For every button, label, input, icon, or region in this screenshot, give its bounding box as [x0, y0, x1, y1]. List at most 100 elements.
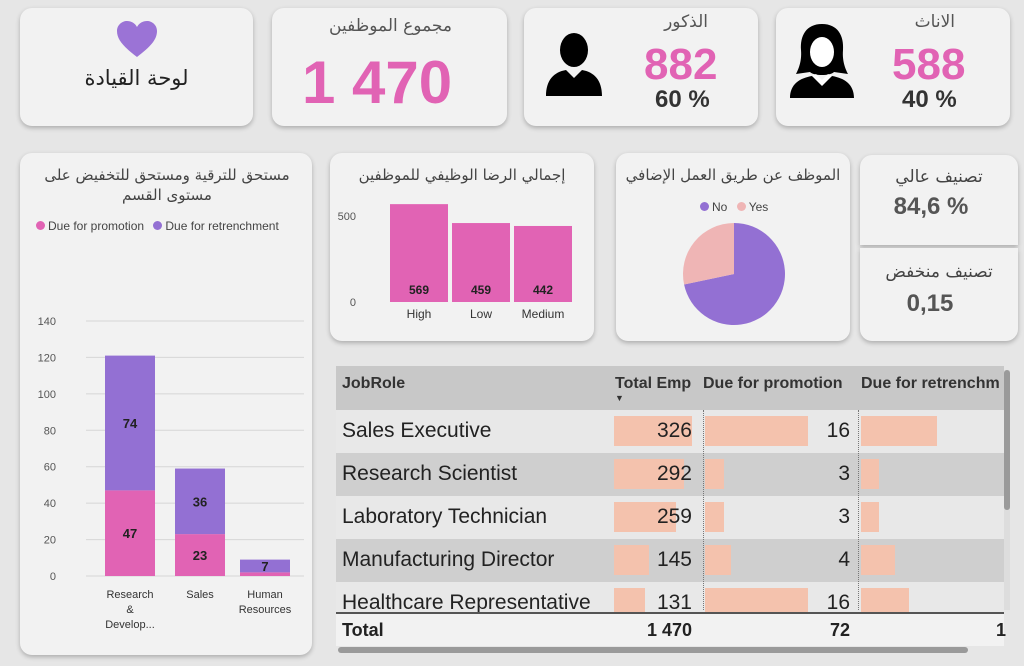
high-rating-value: 84,6 %	[893, 193, 969, 220]
promotion-cell: 4	[838, 548, 850, 571]
column-header-jobrole[interactable]: JobRole	[342, 375, 406, 392]
y-tick-label: 500	[338, 211, 356, 223]
total-employees-value: 1 470	[302, 49, 453, 116]
y-tick-label: 40	[44, 498, 56, 510]
department-chart-title: مستحق للترقية ومستحق للتخفيض على مستوى ا…	[44, 166, 290, 204]
bar-segment-promotion[interactable]	[105, 490, 155, 576]
jobrole-cell: Research Scientist	[342, 462, 518, 485]
overtime-pie-chart[interactable]	[616, 213, 850, 337]
dashboard-title: لوحة القيادة	[84, 66, 189, 90]
low-rating-label: تصنيف منخفض	[885, 262, 993, 282]
no-legend-label: No	[712, 199, 728, 214]
satisfaction-bar[interactable]	[452, 223, 510, 302]
total-emp-cell: 259	[656, 505, 692, 528]
promotion-databar	[705, 545, 731, 575]
female-percent: 40 %	[902, 86, 957, 113]
bar-data-label: 459	[471, 283, 491, 297]
y-tick-label: 80	[44, 425, 56, 437]
satisfaction-bar-chart[interactable]: 0 500 569 High 459 Low 442 Medium	[330, 193, 594, 333]
yes-legend-dot	[736, 202, 746, 212]
y-tick-label: 0	[50, 571, 56, 583]
table-row[interactable]: Manufacturing Director 145 4	[336, 539, 1004, 582]
column-divider	[858, 410, 859, 610]
low-rating-value: 0,15	[906, 290, 954, 317]
bar-data-label: 47	[123, 526, 137, 541]
no-legend-dot	[700, 202, 709, 212]
jobrole-cell: Manufacturing Director	[342, 548, 555, 571]
total-emp-cell: 292	[656, 462, 692, 485]
satisfaction-bar[interactable]	[514, 225, 572, 302]
heart-icon	[117, 21, 157, 57]
table-row[interactable]: Research Scientist 292 3	[336, 453, 1004, 496]
jobrole-cell: Laboratory Technician	[342, 505, 548, 528]
x-category-label: Sales	[186, 589, 214, 601]
satisfaction-bar[interactable]	[390, 204, 448, 302]
y-tick-label: 120	[38, 352, 56, 364]
y-tick-label: 100	[38, 389, 56, 401]
retrenchment-databar	[861, 416, 937, 446]
total-emp-cell: 145	[656, 548, 692, 571]
sort-desc-icon[interactable]: ▼	[615, 393, 624, 403]
total-employees-label: مجموع الموظفين	[329, 16, 452, 36]
total-promotion-sum: 72	[829, 620, 850, 640]
bar-segment-retrenchment[interactable]	[240, 559, 290, 573]
jobrole-cell: Healthcare Representative	[342, 591, 591, 614]
column-header-due-promotion[interactable]: Due for promotion	[703, 375, 843, 392]
column-header-due-retrenchment[interactable]: Due for retrenchm	[861, 375, 1000, 392]
pie-slice-no[interactable]	[684, 223, 785, 325]
retrenchment-legend-dot	[153, 221, 163, 231]
bar-data-label: 36	[193, 494, 207, 509]
female-card: الاناث 588 40 %	[776, 8, 1010, 126]
x-category-label: Resources	[239, 604, 292, 616]
jobrole-table[interactable]: JobRole Total Emp ▼ Due for promotion Du…	[336, 366, 1010, 656]
bar-data-label: 442	[533, 283, 553, 297]
table-row[interactable]: Laboratory Technician 259 3	[336, 496, 1004, 539]
bar-data-label: 23	[193, 548, 207, 563]
department-chart-legend[interactable]: Due for promotion Due for retrenchment	[36, 218, 285, 233]
pie-slice-yes[interactable]	[683, 223, 734, 285]
bar-segment-retrenchment[interactable]	[105, 355, 155, 491]
table-row[interactable]: Sales Executive 326 16	[336, 410, 1004, 453]
total-emp-databar	[614, 416, 692, 446]
y-tick-label: 60	[44, 462, 56, 474]
retrenchment-legend-label: Due for retrenchment	[165, 218, 279, 233]
male-user-icon	[546, 33, 602, 96]
low-rating-card: تصنيف منخفض 0,15	[860, 248, 1018, 341]
vertical-scroll-thumb[interactable]	[1004, 370, 1010, 510]
x-category-label: Research	[106, 589, 153, 601]
x-category-label: Develop...	[105, 619, 155, 631]
bar-segment-promotion[interactable]	[240, 572, 290, 576]
department-stacked-bar-chart[interactable]: 0 20 40 60 80 100 120 140 47 74 Research & Develop..…	[20, 233, 312, 653]
high-rating-card: تصنيف عالي 84,6 %	[860, 155, 1018, 245]
table-total-row: Total 1 470 72 1	[336, 612, 1006, 646]
male-count: 882	[644, 40, 718, 89]
promotion-databar	[705, 502, 725, 532]
table-horizontal-scrollbar[interactable]	[338, 647, 968, 653]
female-user-icon	[790, 24, 854, 98]
total-emp-databar	[614, 502, 676, 532]
bar-data-label: 74	[123, 416, 138, 431]
y-tick-label: 0	[350, 297, 356, 309]
total-emp-cell: 131	[656, 591, 692, 614]
female-count: 588	[892, 40, 966, 89]
satisfaction-chart-title: إجمالي الرضا الوظيفي للموظفين	[358, 166, 566, 184]
column-header-total-emp[interactable]: Total Emp	[615, 375, 692, 392]
promotion-databar	[705, 416, 808, 446]
male-card: الذكور 882 60 %	[524, 8, 758, 126]
column-divider	[703, 410, 704, 610]
promotion-cell: 16	[826, 419, 850, 442]
y-tick-label: 20	[44, 535, 56, 547]
yes-legend-label: Yes	[748, 199, 769, 214]
bar-segment-retrenchment[interactable]	[175, 468, 225, 535]
table-vertical-scrollbar[interactable]	[1004, 370, 1010, 610]
department-chart-card[interactable]: مستحق للترقية ومستحق للتخفيض على مستوى ا…	[20, 153, 312, 655]
overtime-chart-legend[interactable]: No Yes	[700, 199, 774, 214]
total-emp-sum: 1 470	[646, 620, 692, 640]
satisfaction-chart-card[interactable]: إجمالي الرضا الوظيفي للموظفين 0 500 569 Hig…	[330, 153, 594, 341]
female-label: الاناث	[914, 12, 955, 32]
x-category-label: High	[407, 307, 432, 321]
bar-segment-promotion[interactable]	[175, 534, 225, 576]
overtime-chart-title: الموظف عن طريق العمل الإضافي	[625, 166, 841, 184]
overtime-chart-card[interactable]: الموظف عن طريق العمل الإضافي No Yes	[616, 153, 850, 341]
total-label: Total	[342, 620, 384, 640]
